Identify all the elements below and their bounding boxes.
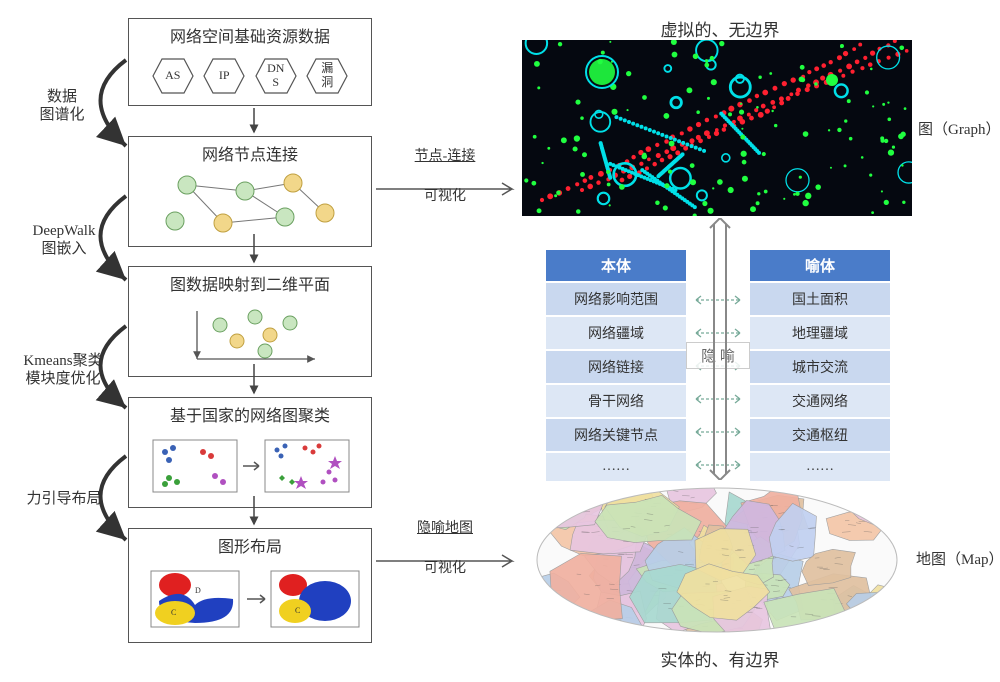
table-cell: 国土面积 — [750, 281, 890, 315]
table-head: 喻体 — [750, 250, 890, 281]
graph-label: 图（Graph） — [918, 118, 1000, 139]
box-resource-data: 网络空间基础资源数据 AS IP DN S 漏 洞 — [128, 18, 372, 106]
curve-arrows — [20, 48, 130, 608]
caption-bottom: 实体的、有边界 — [570, 646, 870, 671]
hex-vuln: 漏 洞 — [305, 57, 349, 95]
box1-title: 网络空间基础资源数据 — [129, 19, 371, 51]
hex-dns: DN S — [254, 57, 298, 95]
table-cell: …… — [750, 451, 890, 481]
hex-as: AS — [151, 57, 195, 95]
table-cell: 网络疆域 — [546, 315, 686, 349]
vert-arrows — [244, 108, 264, 538]
table-cell: 城市交流 — [750, 349, 890, 383]
table-cell: 交通网络 — [750, 383, 890, 417]
box5-body: D C C — [129, 561, 371, 642]
label-force: 力引导布局 — [14, 490, 114, 508]
table-left: 本体网络影响范围网络疆域网络链接骨干网络网络关键节点…… — [546, 250, 686, 481]
label-kmeans: Kmeans聚类 模块度优化 — [8, 352, 118, 388]
map-label: 地图（Map） — [916, 548, 1000, 569]
table-cell: 交通枢纽 — [750, 417, 890, 451]
table-cell: …… — [546, 451, 686, 481]
table-cell: 地理疆域 — [750, 315, 890, 349]
table-head: 本体 — [546, 250, 686, 281]
table-cell: 网络影响范围 — [546, 281, 686, 315]
layout-diagram: D C C — [135, 565, 365, 633]
label-data-graph: 数据 图谱化 — [26, 88, 98, 124]
table-cell: 网络链接 — [546, 349, 686, 383]
mid-label-1: 节点-连接 可视化 — [390, 148, 500, 206]
caption-top: 虚拟的、无边界 — [570, 16, 870, 41]
map-viz — [522, 478, 912, 642]
label-deepwalk: DeepWalk 图嵌入 — [14, 222, 114, 258]
table-cell: 骨干网络 — [546, 383, 686, 417]
graph-to-map-arrow — [700, 218, 740, 480]
mid-label-2: 隐喻地图 可视化 — [390, 520, 500, 578]
table-right: 喻体国土面积地理疆域城市交流交通网络交通枢纽…… — [750, 250, 890, 481]
graph-viz — [522, 40, 912, 216]
svg-text:C: C — [295, 606, 300, 615]
table-cell: 网络关键节点 — [546, 417, 686, 451]
hex-ip: IP — [202, 57, 246, 95]
box-layout: 图形布局 D C C — [128, 528, 372, 643]
svg-text:C: C — [171, 608, 176, 617]
svg-text:D: D — [195, 586, 201, 595]
box1-body: AS IP DN S 漏 洞 — [129, 51, 371, 105]
